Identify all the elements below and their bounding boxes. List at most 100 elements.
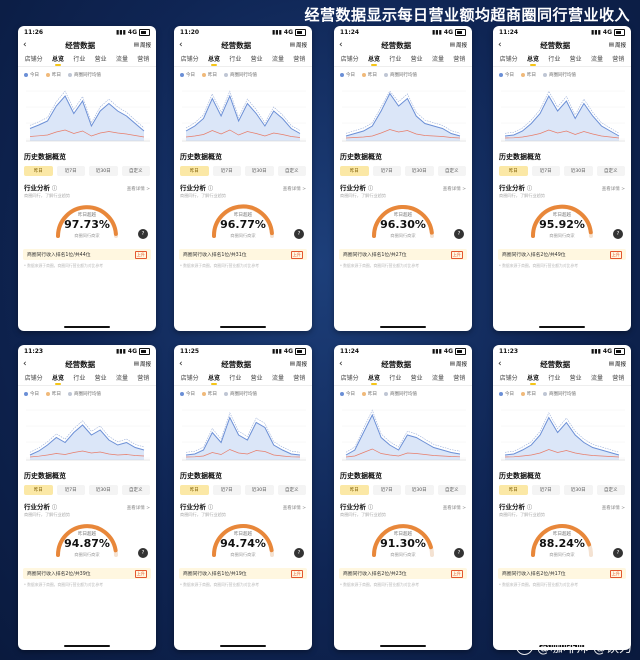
period-button-0[interactable]: 昨日 bbox=[499, 485, 528, 495]
period-button-3[interactable]: 自定义 bbox=[277, 166, 306, 176]
back-icon[interactable]: ‹ bbox=[498, 358, 502, 369]
support-icon[interactable]: ? bbox=[294, 229, 304, 239]
tab-0[interactable]: 店铺分 bbox=[180, 55, 199, 63]
period-button-1[interactable]: 近7日 bbox=[212, 485, 241, 495]
tab-1[interactable]: 总览 bbox=[526, 374, 539, 385]
tab-0[interactable]: 店铺分 bbox=[24, 55, 43, 63]
period-button-3[interactable]: 自定义 bbox=[437, 485, 466, 495]
period-button-0[interactable]: 昨日 bbox=[340, 485, 369, 495]
period-button-1[interactable]: 近7日 bbox=[56, 166, 85, 176]
period-button-3[interactable]: 自定义 bbox=[121, 485, 150, 495]
back-icon[interactable]: ‹ bbox=[23, 358, 27, 369]
support-icon[interactable]: ? bbox=[138, 548, 148, 558]
support-icon[interactable]: ? bbox=[613, 229, 623, 239]
info-icon[interactable]: ⓘ bbox=[527, 186, 533, 192]
period-button-1[interactable]: 近7日 bbox=[372, 166, 401, 176]
tab-1[interactable]: 总览 bbox=[526, 55, 539, 66]
tab-1[interactable]: 总览 bbox=[367, 374, 380, 385]
tab-4[interactable]: 流量 bbox=[271, 374, 284, 382]
rank-bar[interactable]: 商圈同行收入排名1位/共31位 上升 bbox=[179, 249, 307, 260]
period-button-3[interactable]: 自定义 bbox=[437, 166, 466, 176]
tab-1[interactable]: 总览 bbox=[51, 374, 64, 385]
tab-0[interactable]: 店铺分 bbox=[24, 374, 43, 382]
rank-bar[interactable]: 商圈同行收入排名1位/共19位 上升 bbox=[179, 568, 307, 579]
period-button-2[interactable]: 近30日 bbox=[564, 166, 593, 176]
period-button-2[interactable]: 近30日 bbox=[245, 166, 274, 176]
tab-1[interactable]: 总览 bbox=[207, 374, 220, 385]
period-button-0[interactable]: 昨日 bbox=[24, 485, 53, 495]
tab-1[interactable]: 总览 bbox=[207, 55, 220, 66]
tab-5[interactable]: 营销 bbox=[293, 55, 306, 63]
period-button-3[interactable]: 自定义 bbox=[277, 485, 306, 495]
tab-2[interactable]: 行业 bbox=[548, 55, 561, 63]
tab-0[interactable]: 店铺分 bbox=[340, 374, 359, 382]
tab-3[interactable]: 营业 bbox=[94, 55, 107, 63]
weekly-report-button[interactable]: ▤ 周报 bbox=[450, 41, 467, 49]
industry-more-link[interactable]: 查看详情 > bbox=[126, 506, 150, 511]
industry-more-link[interactable]: 查看详情 > bbox=[282, 506, 306, 511]
tab-2[interactable]: 行业 bbox=[389, 55, 402, 63]
tab-5[interactable]: 营销 bbox=[137, 55, 150, 63]
tab-0[interactable]: 店铺分 bbox=[340, 55, 359, 63]
weekly-report-button[interactable]: ▤ 周报 bbox=[290, 360, 307, 368]
weekly-report-button[interactable]: ▤ 周报 bbox=[290, 41, 307, 49]
info-icon[interactable]: ⓘ bbox=[208, 505, 214, 511]
info-icon[interactable]: ⓘ bbox=[52, 505, 58, 511]
industry-more-link[interactable]: 查看详情 > bbox=[601, 506, 625, 511]
tab-4[interactable]: 流量 bbox=[115, 374, 128, 382]
info-icon[interactable]: ⓘ bbox=[368, 186, 374, 192]
weekly-report-button[interactable]: ▤ 周报 bbox=[134, 360, 151, 368]
back-icon[interactable]: ‹ bbox=[339, 358, 343, 369]
period-button-1[interactable]: 近7日 bbox=[531, 485, 560, 495]
tab-4[interactable]: 流量 bbox=[115, 55, 128, 63]
tab-2[interactable]: 行业 bbox=[229, 374, 242, 382]
industry-more-link[interactable]: 查看详情 > bbox=[126, 187, 150, 192]
tab-4[interactable]: 流量 bbox=[590, 374, 603, 382]
tab-2[interactable]: 行业 bbox=[73, 374, 86, 382]
period-button-1[interactable]: 近7日 bbox=[372, 485, 401, 495]
period-button-0[interactable]: 昨日 bbox=[180, 485, 209, 495]
tab-0[interactable]: 店铺分 bbox=[180, 374, 199, 382]
tab-2[interactable]: 行业 bbox=[229, 55, 242, 63]
period-button-3[interactable]: 自定义 bbox=[596, 166, 625, 176]
weekly-report-button[interactable]: ▤ 周报 bbox=[609, 41, 626, 49]
tab-5[interactable]: 营销 bbox=[453, 374, 466, 382]
tab-4[interactable]: 流量 bbox=[431, 374, 444, 382]
period-button-1[interactable]: 近7日 bbox=[56, 485, 85, 495]
info-icon[interactable]: ⓘ bbox=[527, 505, 533, 511]
period-button-2[interactable]: 近30日 bbox=[405, 485, 434, 495]
tab-3[interactable]: 营业 bbox=[569, 55, 582, 63]
period-button-2[interactable]: 近30日 bbox=[245, 485, 274, 495]
support-icon[interactable]: ? bbox=[454, 548, 464, 558]
tab-2[interactable]: 行业 bbox=[389, 374, 402, 382]
rank-bar[interactable]: 商圈同行收入排名1位/共44位 上升 bbox=[23, 249, 151, 260]
tab-0[interactable]: 店铺分 bbox=[499, 374, 518, 382]
tab-3[interactable]: 营业 bbox=[250, 374, 263, 382]
period-button-1[interactable]: 近7日 bbox=[531, 166, 560, 176]
tab-4[interactable]: 流量 bbox=[271, 55, 284, 63]
rank-bar[interactable]: 商圈同行收入排名2位/共17位 上升 bbox=[498, 568, 626, 579]
industry-more-link[interactable]: 查看详情 > bbox=[442, 187, 466, 192]
tab-3[interactable]: 营业 bbox=[569, 374, 582, 382]
tab-5[interactable]: 营销 bbox=[453, 55, 466, 63]
back-icon[interactable]: ‹ bbox=[23, 39, 27, 50]
back-icon[interactable]: ‹ bbox=[179, 39, 183, 50]
industry-more-link[interactable]: 查看详情 > bbox=[601, 187, 625, 192]
rank-bar[interactable]: 商圈同行收入排名2位/共39位 上升 bbox=[23, 568, 151, 579]
industry-more-link[interactable]: 查看详情 > bbox=[282, 187, 306, 192]
period-button-3[interactable]: 自定义 bbox=[596, 485, 625, 495]
support-icon[interactable]: ? bbox=[454, 229, 464, 239]
weekly-report-button[interactable]: ▤ 周报 bbox=[134, 41, 151, 49]
tab-0[interactable]: 店铺分 bbox=[499, 55, 518, 63]
rank-bar[interactable]: 商圈同行收入排名2位/共23位 上升 bbox=[339, 568, 467, 579]
period-button-0[interactable]: 昨日 bbox=[180, 166, 209, 176]
info-icon[interactable]: ⓘ bbox=[368, 505, 374, 511]
tab-5[interactable]: 营销 bbox=[293, 374, 306, 382]
back-icon[interactable]: ‹ bbox=[498, 39, 502, 50]
tab-5[interactable]: 营销 bbox=[137, 374, 150, 382]
tab-2[interactable]: 行业 bbox=[548, 374, 561, 382]
period-button-0[interactable]: 昨日 bbox=[499, 166, 528, 176]
period-button-0[interactable]: 昨日 bbox=[24, 166, 53, 176]
tab-1[interactable]: 总览 bbox=[367, 55, 380, 66]
support-icon[interactable]: ? bbox=[138, 229, 148, 239]
